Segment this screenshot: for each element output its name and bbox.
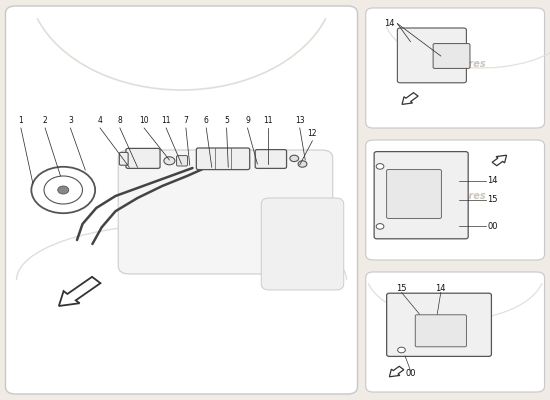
FancyArrow shape — [402, 93, 418, 104]
FancyBboxPatch shape — [433, 44, 470, 68]
FancyBboxPatch shape — [387, 170, 442, 218]
FancyBboxPatch shape — [261, 198, 344, 290]
Text: 2: 2 — [43, 116, 47, 125]
Text: 15: 15 — [396, 284, 407, 293]
Text: 7: 7 — [184, 116, 188, 125]
FancyBboxPatch shape — [6, 6, 358, 394]
Text: eurospares: eurospares — [54, 40, 138, 52]
FancyBboxPatch shape — [118, 150, 333, 274]
Text: eurospares: eurospares — [214, 40, 298, 52]
Circle shape — [398, 347, 405, 353]
Text: eurospares: eurospares — [54, 360, 138, 372]
Text: 5: 5 — [224, 116, 229, 125]
FancyBboxPatch shape — [374, 152, 468, 239]
FancyBboxPatch shape — [177, 156, 188, 166]
Text: eurospares: eurospares — [425, 191, 486, 201]
Circle shape — [376, 164, 384, 169]
Text: 15: 15 — [487, 196, 498, 204]
Text: 14: 14 — [436, 284, 446, 293]
Text: eurospares: eurospares — [214, 360, 298, 372]
FancyBboxPatch shape — [415, 315, 466, 347]
Text: 3: 3 — [68, 116, 73, 125]
Circle shape — [164, 157, 175, 165]
FancyArrow shape — [389, 366, 404, 377]
Text: 14: 14 — [384, 19, 394, 28]
FancyBboxPatch shape — [387, 293, 492, 356]
FancyBboxPatch shape — [366, 272, 544, 392]
Circle shape — [58, 186, 69, 194]
FancyBboxPatch shape — [255, 150, 287, 168]
Text: 12: 12 — [307, 128, 317, 138]
FancyBboxPatch shape — [119, 152, 128, 165]
Circle shape — [290, 155, 299, 162]
Text: 00: 00 — [487, 222, 498, 231]
FancyArrow shape — [492, 155, 507, 166]
Text: 13: 13 — [295, 116, 305, 125]
Text: 00: 00 — [405, 370, 416, 378]
Text: 11: 11 — [263, 116, 273, 125]
FancyBboxPatch shape — [196, 148, 250, 170]
Text: 10: 10 — [139, 116, 149, 125]
Circle shape — [376, 224, 384, 229]
Text: 8: 8 — [118, 116, 122, 125]
Text: 4: 4 — [98, 116, 102, 125]
Text: eurospares: eurospares — [425, 59, 486, 69]
FancyBboxPatch shape — [366, 8, 544, 128]
FancyArrow shape — [59, 277, 101, 306]
Text: eurospares: eurospares — [425, 325, 486, 335]
FancyBboxPatch shape — [366, 140, 544, 260]
FancyBboxPatch shape — [397, 28, 466, 83]
Text: 9: 9 — [245, 116, 250, 125]
FancyBboxPatch shape — [126, 148, 160, 168]
Text: 14: 14 — [487, 176, 498, 185]
Circle shape — [298, 161, 307, 167]
Text: 6: 6 — [204, 116, 208, 125]
Text: 11: 11 — [161, 116, 171, 125]
Text: 1: 1 — [19, 116, 23, 125]
